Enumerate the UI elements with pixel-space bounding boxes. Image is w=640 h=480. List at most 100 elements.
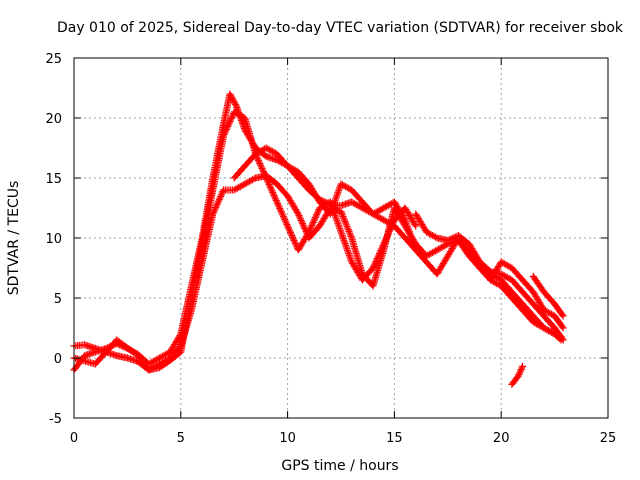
data-point — [256, 160, 264, 168]
data-point — [543, 308, 551, 316]
data-point — [152, 356, 160, 364]
data-point — [491, 279, 499, 287]
data-point — [544, 327, 552, 335]
data-point — [282, 219, 290, 227]
data-point — [214, 199, 222, 207]
data-point — [302, 228, 310, 236]
data-point — [337, 180, 345, 188]
data-point — [258, 164, 266, 172]
data-point — [291, 238, 299, 246]
series-s6 — [487, 258, 567, 332]
data-point — [226, 118, 234, 126]
data-point — [519, 362, 527, 370]
data-point — [227, 114, 235, 122]
data-point — [211, 205, 219, 213]
data-point — [541, 325, 549, 333]
data-point — [215, 197, 223, 205]
data-point — [384, 219, 392, 227]
data-point — [499, 271, 507, 279]
data-point — [429, 249, 437, 257]
x-tick-labels: 0 5 10 15 20 25 — [70, 431, 616, 446]
data-point — [267, 147, 275, 155]
chart-title: Day 010 of 2025, Sidereal Day-to-day VTE… — [57, 20, 624, 36]
data-point — [515, 370, 523, 378]
data-point — [230, 186, 238, 194]
data-point — [381, 217, 389, 225]
data-point — [436, 244, 444, 252]
data-point — [425, 250, 433, 258]
data-point — [257, 163, 265, 171]
data-point — [502, 261, 510, 269]
data-point — [445, 236, 453, 244]
data-point — [157, 359, 165, 367]
data-point — [279, 211, 287, 219]
x-tick-label: 15 — [386, 431, 403, 446]
data-point — [254, 155, 262, 163]
data-point — [372, 212, 380, 220]
y-tick-label: -5 — [49, 412, 62, 427]
data-point — [352, 201, 360, 209]
data-point — [535, 321, 543, 329]
data-point — [422, 228, 430, 236]
data-point — [228, 113, 236, 121]
data-point — [558, 311, 566, 319]
data-point — [502, 273, 510, 281]
data-point — [289, 235, 297, 243]
data-point — [369, 210, 377, 218]
data-point — [227, 92, 235, 99]
x-axis-label: GPS time / hours — [281, 458, 398, 474]
y-tick-label: 10 — [45, 232, 62, 247]
data-point — [162, 357, 170, 365]
data-point — [266, 182, 274, 190]
data-point — [494, 280, 502, 288]
data-point — [505, 274, 513, 282]
data-point — [450, 234, 458, 242]
data-point — [247, 177, 255, 185]
data-point — [378, 205, 386, 213]
data-point — [427, 249, 435, 257]
y-tick-label: 15 — [45, 172, 62, 187]
data-point — [386, 201, 394, 209]
data-point — [228, 95, 236, 102]
data-point — [516, 367, 524, 375]
data-point — [311, 215, 319, 223]
data-point — [347, 232, 355, 240]
data-point — [497, 270, 505, 278]
data-point — [216, 194, 224, 202]
data-point — [221, 129, 229, 137]
data-point — [257, 161, 265, 169]
data-point — [279, 212, 287, 220]
data-point — [296, 215, 304, 223]
data-point — [236, 111, 244, 119]
data-point — [148, 358, 156, 366]
data-point — [344, 224, 352, 232]
data-point — [148, 364, 156, 372]
data-point — [301, 226, 309, 234]
data-point — [273, 198, 281, 206]
data-point — [340, 216, 348, 224]
data-point — [268, 147, 276, 155]
data-point — [500, 272, 508, 280]
data-point — [290, 165, 298, 173]
data-point — [253, 149, 261, 157]
data-point — [176, 343, 184, 351]
data-point — [387, 220, 395, 228]
data-point — [296, 213, 304, 221]
data-point — [548, 310, 556, 318]
data-point — [236, 183, 244, 191]
data-point — [294, 210, 302, 218]
data-point — [212, 202, 220, 210]
data-point — [255, 148, 263, 156]
data-point — [250, 175, 258, 183]
data-point — [517, 366, 525, 374]
data-point — [276, 206, 284, 214]
data-point — [369, 264, 377, 272]
data-point — [286, 227, 294, 235]
data-point — [424, 251, 432, 259]
data-point — [383, 202, 391, 210]
data-point — [538, 323, 546, 331]
data-point — [267, 184, 275, 192]
data-point — [151, 363, 159, 371]
data-point — [309, 220, 317, 228]
x-tick-label: 0 — [70, 431, 78, 446]
